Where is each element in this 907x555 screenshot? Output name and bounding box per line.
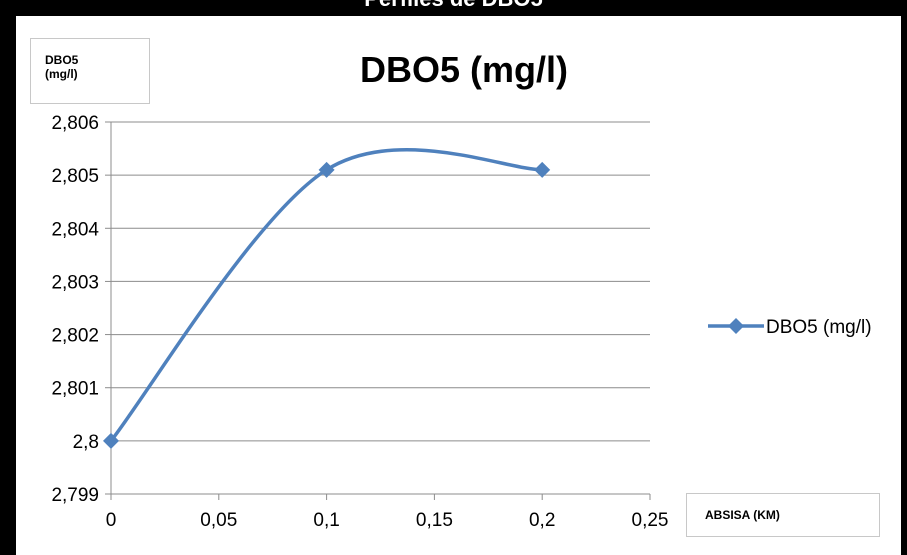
y-axis-label: DBO5 (mg/l)	[45, 53, 79, 81]
legend: DBO5 (mg/l)	[708, 317, 872, 338]
x-tick-label: 0,15	[416, 510, 453, 531]
tick-labels: 2,799 2,8 2,801 2,802 2,803 2,804 2,805 2,806 0 0…	[51, 113, 668, 531]
y-tick-label: 2,8	[73, 432, 99, 453]
x-tick-label: 0,2	[529, 510, 555, 531]
x-tick-label: 0,1	[313, 510, 339, 531]
y-axis-label-box: DBO5 (mg/l)	[30, 38, 150, 104]
x-axis-label-box: ABSISA (KM)	[686, 493, 880, 537]
legend-label: DBO5 (mg/l)	[766, 317, 872, 338]
y-tick-label: 2,799	[51, 485, 99, 506]
series-layer	[103, 148, 551, 449]
x-axis-label: ABSISA (KM)	[705, 508, 780, 522]
data-point-marker	[534, 161, 551, 178]
top-cropped-title: Perfiles de DBO5	[0, 0, 907, 12]
x-tick-label: 0,05	[200, 510, 237, 531]
data-point-marker	[103, 432, 119, 449]
y-tick-label: 2,803	[51, 272, 99, 293]
y-tick-label: 2,801	[51, 379, 99, 400]
x-tick-label: 0,25	[632, 510, 669, 531]
chart-panel: DBO5 (mg/l) 2,799 2,8 2,801 2,802 2,803 2,804…	[16, 16, 901, 555]
data-point-marker	[318, 161, 335, 178]
legend-marker	[728, 318, 744, 334]
chart-title: DBO5 (mg/l)	[360, 49, 568, 90]
x-tick-label: 0	[106, 510, 117, 531]
y-tick-label: 2,806	[51, 113, 99, 134]
series-line	[109, 148, 543, 442]
y-tick-label: 2,802	[51, 326, 99, 347]
line-chart: DBO5 (mg/l) 2,799 2,8 2,801 2,802 2,803 2,804…	[51, 49, 872, 531]
y-tick-label: 2,804	[51, 219, 99, 240]
axes	[105, 121, 651, 500]
grid	[111, 121, 650, 442]
y-tick-label: 2,805	[51, 166, 99, 187]
